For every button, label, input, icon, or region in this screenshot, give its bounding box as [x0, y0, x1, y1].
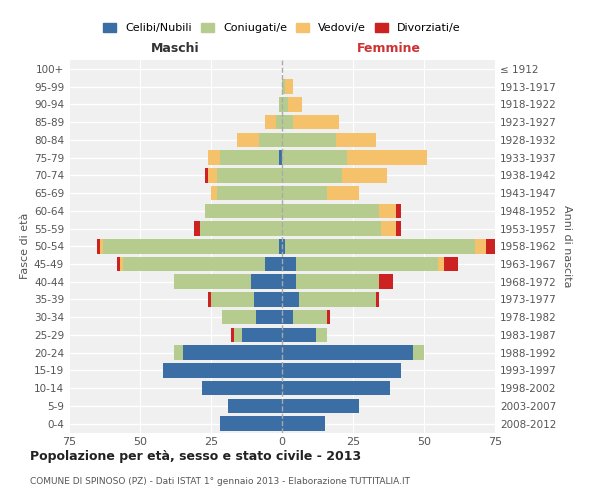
Bar [282, 416, 325, 431]
Legend: Celibi/Nubili, Coniugati/e, Vedovi/e, Divorziati/e: Celibi/Nubili, Coniugati/e, Vedovi/e, Di… [103, 22, 461, 33]
Bar [220, 150, 279, 165]
Bar [382, 221, 395, 236]
Bar [287, 97, 302, 112]
Bar [316, 328, 328, 342]
Bar [211, 292, 254, 306]
Text: Popolazione per età, sesso e stato civile - 2013: Popolazione per età, sesso e stato civil… [30, 450, 361, 463]
Bar [163, 363, 282, 378]
Bar [282, 204, 379, 218]
Bar [259, 132, 282, 147]
Bar [341, 168, 387, 182]
Bar [220, 416, 282, 431]
Bar [336, 132, 376, 147]
Bar [282, 239, 285, 254]
Text: Femmine: Femmine [356, 42, 421, 55]
Bar [282, 80, 285, 94]
Bar [279, 239, 282, 254]
Bar [231, 328, 234, 342]
Bar [395, 221, 401, 236]
Bar [265, 256, 282, 272]
Bar [217, 168, 282, 182]
Bar [438, 256, 444, 272]
Bar [103, 239, 279, 254]
Bar [200, 221, 282, 236]
Bar [282, 115, 293, 130]
Text: Maschi: Maschi [151, 42, 200, 55]
Bar [282, 150, 347, 165]
Bar [223, 310, 256, 324]
Bar [202, 381, 282, 396]
Bar [205, 168, 208, 182]
Y-axis label: Anni di nascita: Anni di nascita [562, 205, 572, 288]
Bar [282, 274, 296, 289]
Bar [174, 346, 182, 360]
Bar [296, 256, 438, 272]
Bar [277, 115, 282, 130]
Bar [208, 150, 220, 165]
Bar [376, 292, 379, 306]
Text: COMUNE DI SPINOSO (PZ) - Dati ISTAT 1° gennaio 2013 - Elaborazione TUTTITALIA.IT: COMUNE DI SPINOSO (PZ) - Dati ISTAT 1° g… [30, 478, 410, 486]
Bar [282, 328, 316, 342]
Bar [265, 115, 277, 130]
Bar [123, 256, 265, 272]
Bar [279, 97, 282, 112]
Bar [413, 346, 424, 360]
Bar [282, 381, 390, 396]
Bar [282, 363, 401, 378]
Bar [228, 398, 282, 413]
Bar [282, 97, 287, 112]
Bar [282, 221, 382, 236]
Bar [328, 186, 359, 200]
Bar [282, 256, 296, 272]
Bar [282, 292, 299, 306]
Bar [395, 204, 401, 218]
Bar [254, 292, 282, 306]
Bar [242, 328, 282, 342]
Bar [174, 274, 251, 289]
Bar [217, 186, 282, 200]
Bar [120, 256, 123, 272]
Bar [251, 274, 282, 289]
Bar [182, 346, 282, 360]
Bar [328, 310, 330, 324]
Bar [487, 239, 495, 254]
Y-axis label: Fasce di età: Fasce di età [20, 213, 30, 280]
Bar [293, 310, 328, 324]
Bar [285, 80, 293, 94]
Bar [234, 328, 242, 342]
Bar [205, 204, 282, 218]
Bar [208, 292, 211, 306]
Bar [117, 256, 120, 272]
Bar [379, 274, 393, 289]
Bar [211, 186, 217, 200]
Bar [282, 346, 413, 360]
Bar [293, 115, 339, 130]
Bar [208, 168, 217, 182]
Bar [285, 239, 475, 254]
Bar [282, 310, 293, 324]
Bar [282, 168, 341, 182]
Bar [97, 239, 100, 254]
Bar [236, 132, 259, 147]
Bar [299, 292, 376, 306]
Bar [444, 256, 458, 272]
Bar [256, 310, 282, 324]
Bar [282, 398, 359, 413]
Bar [282, 186, 328, 200]
Bar [379, 204, 395, 218]
Bar [347, 150, 427, 165]
Bar [279, 150, 282, 165]
Bar [100, 239, 103, 254]
Bar [475, 239, 487, 254]
Bar [194, 221, 200, 236]
Bar [296, 274, 379, 289]
Bar [282, 132, 336, 147]
